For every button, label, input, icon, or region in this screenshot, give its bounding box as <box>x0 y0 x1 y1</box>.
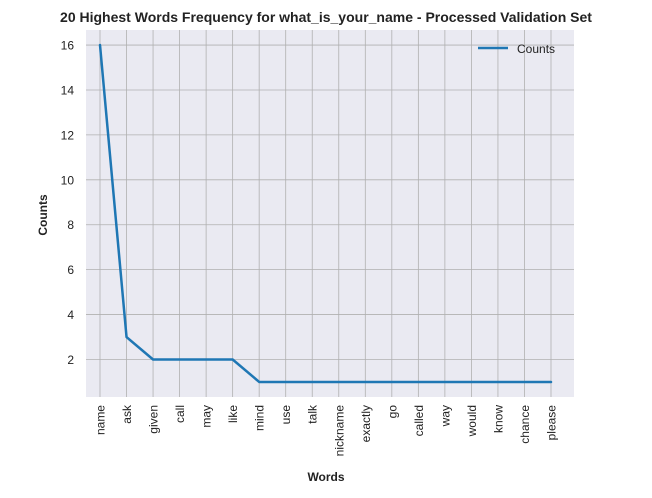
x-tick-label: chance <box>518 405 532 444</box>
y-tick-label: 14 <box>61 83 75 97</box>
x-tick-label: call <box>173 405 187 423</box>
x-tick-label: exactly <box>359 405 373 442</box>
y-tick-label: 6 <box>67 263 74 277</box>
x-tick-label: given <box>147 405 161 434</box>
y-tick-label: 4 <box>67 308 74 322</box>
y-tick-labels: 2 4 6 8 10 12 14 16 <box>61 39 75 367</box>
legend-label-counts: Counts <box>517 42 555 56</box>
y-tick-label: 16 <box>61 39 75 53</box>
x-tick-label: talk <box>306 404 320 424</box>
y-tick-label: 10 <box>61 173 75 187</box>
y-tick-label: 2 <box>67 353 74 367</box>
x-tick-label: please <box>545 405 559 441</box>
chart-title: 20 Highest Words Frequency for what_is_y… <box>60 9 592 25</box>
x-tick-label: may <box>200 405 214 428</box>
x-tick-label: would <box>465 405 479 437</box>
y-tick-label: 8 <box>67 218 74 232</box>
x-tick-label: name <box>94 405 108 435</box>
x-axis-label: Words <box>307 470 344 484</box>
y-tick-label: 12 <box>61 128 75 142</box>
plot-area <box>86 30 574 397</box>
x-tick-label: use <box>279 405 293 425</box>
x-tick-label: go <box>385 405 399 419</box>
x-tick-label: called <box>412 405 426 436</box>
x-tick-label: know <box>491 405 505 433</box>
y-axis-label: Counts <box>36 194 50 236</box>
x-tick-label: like <box>226 405 240 423</box>
x-tick-label: ask <box>120 404 134 424</box>
x-tick-label: way <box>438 405 452 427</box>
x-tick-label: nickname <box>332 405 346 457</box>
x-tick-label: mind <box>253 405 267 431</box>
